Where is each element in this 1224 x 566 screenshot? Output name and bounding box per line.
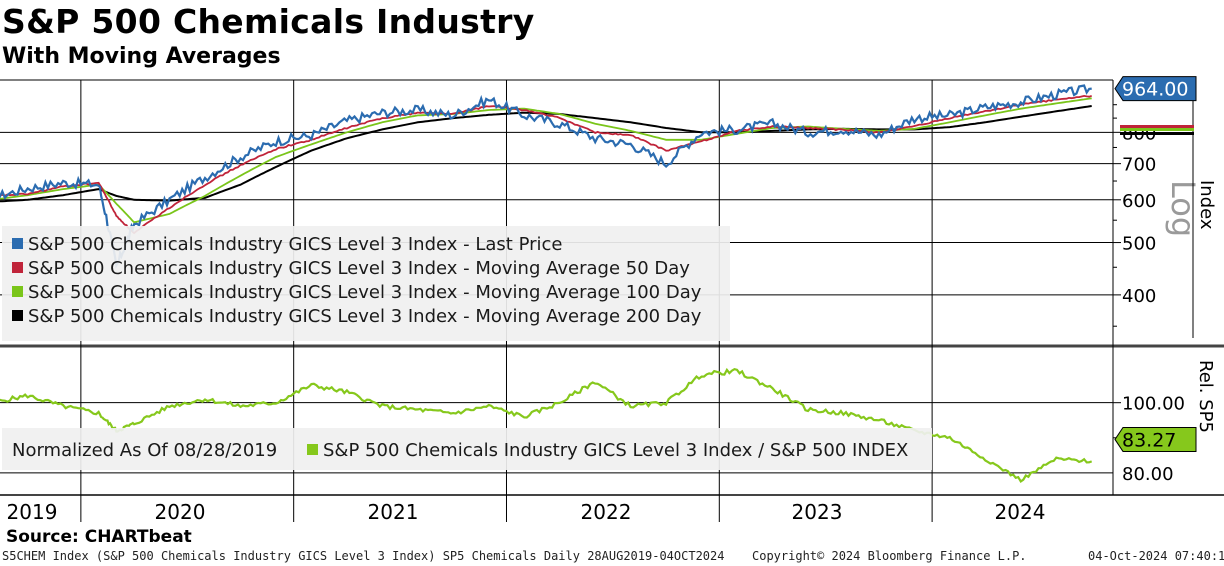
y-tick-label: 100.00 — [1122, 394, 1185, 415]
legend-swatch — [12, 310, 23, 321]
ratio-value: 83.27 — [1122, 429, 1176, 451]
last-price-tag — [1114, 76, 1197, 102]
legend-label: S&P 500 Chemicals Industry GICS Level 3 … — [28, 234, 563, 255]
y-tick-label: 500 — [1122, 234, 1156, 255]
ticker-info: S5CHEM Index (S&P 500 Chemicals Industry… — [2, 549, 725, 563]
x-tick-label: 2019 — [7, 500, 58, 524]
legend-label: S&P 500 Chemicals Industry GICS Level 3 … — [323, 440, 908, 461]
y-tick-label: 700 — [1122, 155, 1156, 176]
y-tick-label: 80.00 — [1122, 464, 1174, 485]
chart-title: S&P 500 Chemicals Industry — [2, 2, 535, 41]
ratio-axis-title: Rel. SP5 — [1195, 360, 1216, 433]
x-tick-label: 2023 — [792, 500, 843, 524]
y-tick-label: 400 — [1122, 286, 1156, 307]
x-tick-label: 2020 — [155, 500, 206, 524]
ratio-legend-box — [2, 428, 932, 470]
ma-tag-stub — [1120, 128, 1194, 131]
legend-label: S&P 500 Chemicals Industry GICS Level 3 … — [28, 258, 690, 279]
legend-label: S&P 500 Chemicals Industry GICS Level 3 … — [28, 282, 702, 303]
legend-swatch — [307, 444, 318, 455]
series-line-0 — [0, 84, 1092, 269]
legend-label: S&P 500 Chemicals Industry GICS Level 3 … — [28, 306, 702, 327]
normalized-note: Normalized As Of 08/28/2019 — [12, 440, 277, 461]
last-price-value: 964.00 — [1122, 79, 1188, 101]
legend-swatch — [12, 238, 23, 249]
price-panel — [0, 84, 1093, 269]
log-scale-label: Log — [1164, 180, 1202, 237]
x-tick-label: 2021 — [368, 500, 419, 524]
series-line-2 — [0, 97, 1092, 224]
source-label: Source: CHARTbeat — [6, 527, 192, 547]
ma-tag-stub — [1120, 125, 1194, 128]
x-tick-label: 2022 — [581, 500, 632, 524]
copyright-text: Copyright© 2024 Bloomberg Finance L.P. — [752, 549, 1027, 563]
ratio-value-tag — [1114, 426, 1197, 452]
legend-swatch — [12, 286, 23, 297]
y-tick-label: 600 — [1122, 191, 1156, 212]
legend-swatch — [12, 262, 23, 273]
y-axis-title: Index — [1196, 180, 1217, 230]
ma-tag-stub — [1120, 132, 1194, 135]
legend-box — [2, 226, 730, 341]
chart-subtitle: With Moving Averages — [2, 44, 281, 69]
ratio-line — [0, 367, 1093, 483]
timestamp: 04-Oct-2024 07:40:11 — [1088, 549, 1224, 563]
x-tick-label: 2024 — [995, 500, 1046, 524]
